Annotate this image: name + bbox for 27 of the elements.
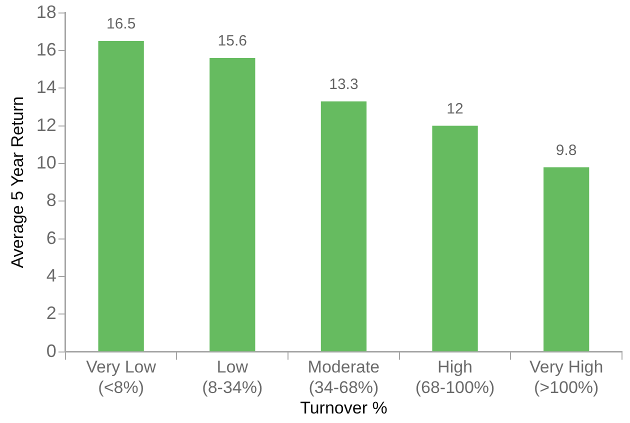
bar xyxy=(432,126,478,352)
x-tick-label: Low (8-34%) xyxy=(202,358,263,398)
y-tick-label: 0 xyxy=(46,340,56,361)
x-tick-label: Moderate (34-68%) xyxy=(308,358,380,398)
data-label: 9.8 xyxy=(556,142,577,159)
y-tick-label: 6 xyxy=(46,228,56,248)
y-tick-label: 14 xyxy=(36,77,56,98)
x-tick-label: Very Low (<8%) xyxy=(86,358,157,398)
bar xyxy=(320,101,367,352)
x-tick-label: Very High (>100%) xyxy=(529,358,604,398)
y-tick-label: 10 xyxy=(36,152,56,172)
y-tick-label: 8 xyxy=(46,190,56,210)
data-label: 16.5 xyxy=(106,16,136,33)
y-tick-label: 18 xyxy=(36,2,56,22)
data-label: 13.3 xyxy=(329,76,358,93)
bar xyxy=(98,41,144,352)
y-tick-label: 4 xyxy=(46,265,56,286)
data-label: 12 xyxy=(446,100,464,118)
y-axis-title: Average 5 Year Return xyxy=(8,96,27,268)
bar xyxy=(210,58,256,352)
x-tick-label: High (68-100%) xyxy=(415,358,495,398)
bar xyxy=(544,167,590,352)
y-tick-label: 12 xyxy=(36,114,56,135)
x-axis-title: Turnover % xyxy=(300,398,388,418)
y-tick-label: 2 xyxy=(46,303,56,324)
y-tick-label: 16 xyxy=(36,39,56,60)
data-label: 15.6 xyxy=(218,32,247,50)
